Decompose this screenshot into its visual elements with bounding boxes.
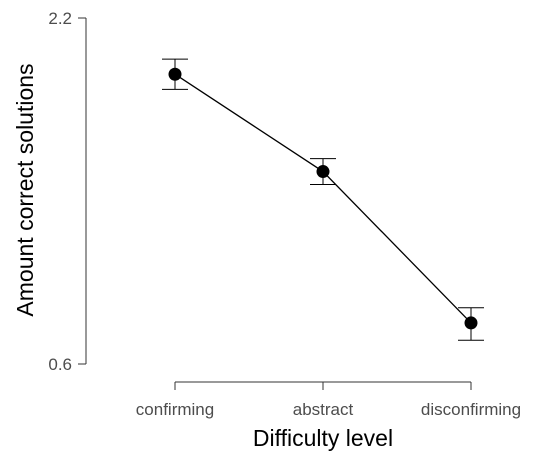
data-point-abstract [316,165,330,179]
x-tick-label-abstract: abstract [293,400,354,419]
error-bars [162,58,484,341]
x-tick-label-confirming: confirming [136,400,214,419]
series-line [174,73,472,324]
axes: 0.6 2.2 confirming abstract disconfirming [48,9,521,419]
y-axis-title: Amount correct solutions [12,63,38,316]
series-lines [174,73,472,324]
x-axis-title: Difficulty level [253,425,393,451]
data-points [168,67,478,330]
data-point-disconfirming [464,316,478,330]
data-point-confirming [168,67,182,81]
y-tick-label-1: 2.2 [48,9,72,28]
y-tick-label-0: 0.6 [48,355,72,374]
x-tick-label-disconfirming: disconfirming [421,400,521,419]
axis-labels: Difficulty level Amount correct solution… [12,63,393,451]
